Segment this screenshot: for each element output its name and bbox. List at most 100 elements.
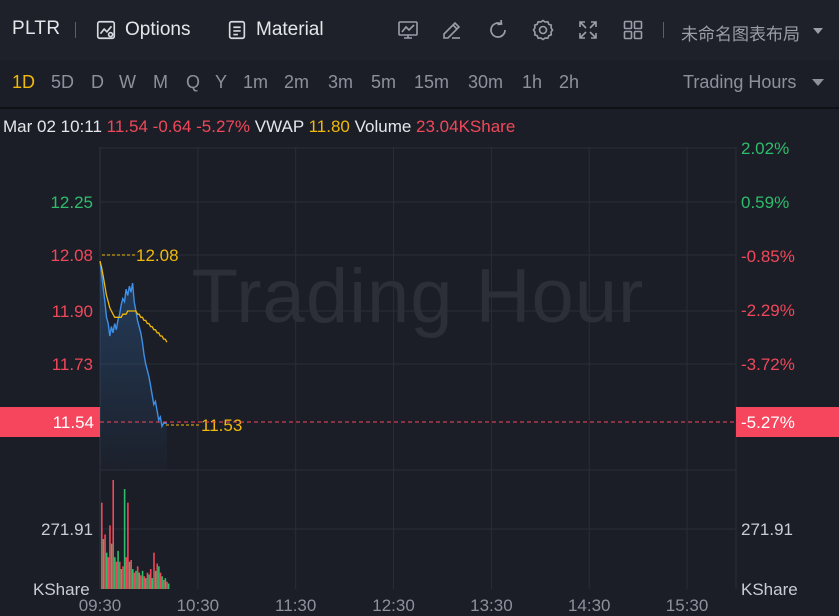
volume-axis-label: 271.91 (41, 520, 93, 539)
volume-bar (128, 561, 131, 589)
timeframe-1h[interactable]: 1h (522, 72, 543, 92)
timeframe-q[interactable]: Q (186, 72, 201, 92)
volume-bar (120, 569, 123, 589)
volume-bar (105, 552, 108, 589)
current-pct-badge (736, 407, 839, 437)
price-line (99, 261, 167, 429)
indicator-tool[interactable] (394, 16, 422, 44)
volume-bars (101, 480, 170, 589)
volume-bar (122, 566, 124, 589)
timeframe-30m[interactable]: 30m (468, 72, 504, 92)
quote-datetime: Mar 02 10:11 (3, 117, 107, 136)
vwap-value: 11.80 (308, 117, 355, 136)
volume-bar (115, 561, 118, 589)
left-price-tick: 12.08 (50, 246, 93, 265)
draw-tool[interactable] (438, 16, 466, 44)
timeframe-5m[interactable]: 5m (371, 72, 397, 92)
volume-bar (138, 572, 141, 589)
volume-bar (127, 502, 129, 589)
options-label: Options (125, 19, 191, 40)
timeframe-5d[interactable]: 5D (51, 72, 75, 92)
volume-bar (110, 543, 113, 589)
volume-bar (143, 576, 145, 589)
material-button[interactable]: Material (226, 16, 324, 44)
price-area (100, 261, 167, 470)
fullscreen-tool[interactable] (574, 16, 602, 44)
volume-bar (104, 534, 106, 589)
time-tick: 10:30 (177, 596, 220, 615)
left-price-tick: 12.25 (50, 193, 93, 212)
volume-bar (125, 557, 128, 589)
chevron-down-icon[interactable] (812, 25, 824, 37)
material-label: Material (256, 19, 324, 40)
volume-bar (130, 559, 132, 589)
toolbar-divider (663, 22, 664, 38)
volume-bar (112, 480, 115, 589)
volume-bar (167, 583, 170, 589)
time-tick: 12:30 (372, 596, 415, 615)
timeframe-1m[interactable]: 1m (243, 72, 269, 92)
volume-bar (114, 557, 116, 589)
current-pct-badge-text: -5.27% (741, 413, 795, 432)
volume-bar (158, 566, 160, 589)
timeframe-3m[interactable]: 3m (328, 72, 354, 92)
timeframe-2m[interactable]: 2m (284, 72, 310, 92)
volume-bar (117, 550, 119, 589)
volume-bar (102, 539, 105, 589)
timeframe-y[interactable]: Y (215, 72, 228, 92)
left-price-tick: 11.90 (52, 302, 93, 321)
timeframe-w[interactable]: W (119, 72, 136, 92)
current-price-badge-text: 11.54 (53, 413, 94, 432)
volume-bar (159, 572, 162, 589)
trading-hours-dropdown[interactable]: Trading Hours (683, 72, 797, 92)
volume-bar (133, 572, 136, 589)
timeframe-d[interactable]: D (91, 72, 104, 92)
symbol-label[interactable]: PLTR (12, 18, 61, 39)
right-pct-tick: -3.72% (741, 355, 795, 374)
volume-bar (145, 578, 147, 589)
time-tick: 11:30 (275, 596, 316, 615)
volume-unit-label: KShare (33, 580, 90, 599)
grid-layout-icon (623, 20, 643, 40)
chevron-down-icon[interactable] (811, 75, 825, 89)
layout-tool[interactable] (619, 16, 647, 44)
volume-bar (135, 570, 137, 589)
volume-bar (164, 578, 167, 589)
volume-bar (101, 502, 103, 589)
time-tick: 14:30 (568, 596, 611, 615)
volume-bar (166, 581, 168, 589)
volume-value: 23.04KShare (416, 117, 516, 136)
reset-tool[interactable] (484, 16, 512, 44)
timeframe-m[interactable]: M (153, 72, 168, 92)
chart-indicator-icon (398, 21, 418, 39)
timeframe-1d[interactable]: 1D (12, 72, 36, 92)
timeframe-15m[interactable]: 15m (414, 72, 450, 92)
volume-unit-label-right: KShare (741, 580, 798, 599)
right-pct-tick: -0.85% (741, 247, 795, 266)
timeframe-2h[interactable]: 2h (559, 72, 580, 92)
time-tick: 09:30 (79, 596, 122, 615)
quote-info-bar: Mar 02 10:11 11.54 -0.64 -5.27% VWAP 11.… (3, 117, 515, 137)
pencil-icon (443, 21, 461, 39)
chart-settings-icon (96, 20, 116, 40)
volume-bar (151, 578, 154, 589)
volume-axis-label-right: 271.91 (741, 520, 793, 539)
quote-change: -0.64 (152, 117, 197, 136)
right-pct-tick: 2.02% (741, 139, 789, 158)
volume-bar (148, 574, 150, 589)
options-button[interactable]: Options (95, 16, 190, 44)
volume-bar (149, 569, 152, 589)
settings-tool[interactable] (529, 16, 557, 44)
volume-bar (154, 570, 157, 589)
volume-bar (107, 557, 110, 589)
layout-name-dropdown[interactable]: 未命名图表布局 (681, 25, 800, 44)
volume-bar (118, 561, 121, 589)
volume-bar (141, 570, 144, 589)
volume-bar (153, 552, 155, 589)
volume-bar (109, 525, 111, 589)
open-marker-label: 12.08 (136, 246, 179, 265)
low-marker-label: 11.53 (201, 416, 242, 435)
toolbar-divider (75, 22, 76, 38)
volume-bar (123, 489, 126, 589)
